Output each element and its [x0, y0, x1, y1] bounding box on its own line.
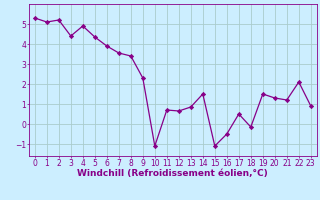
X-axis label: Windchill (Refroidissement éolien,°C): Windchill (Refroidissement éolien,°C): [77, 169, 268, 178]
